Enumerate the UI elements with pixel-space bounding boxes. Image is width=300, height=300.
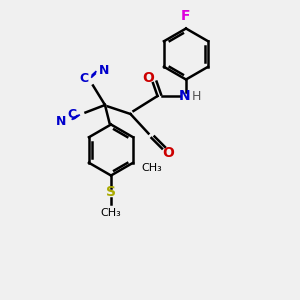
Text: N: N xyxy=(179,89,190,103)
Text: CH₃: CH₃ xyxy=(141,164,162,173)
Text: C: C xyxy=(68,107,76,121)
Text: N: N xyxy=(99,64,110,77)
Text: H: H xyxy=(192,89,201,103)
Text: CH₃: CH₃ xyxy=(100,208,122,218)
Text: F: F xyxy=(181,8,191,22)
Text: C: C xyxy=(80,71,88,85)
Text: O: O xyxy=(142,71,154,85)
Text: S: S xyxy=(106,185,116,199)
Text: N: N xyxy=(56,115,66,128)
Text: O: O xyxy=(162,146,174,160)
